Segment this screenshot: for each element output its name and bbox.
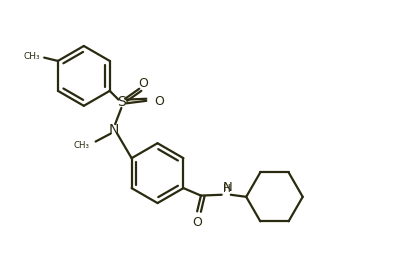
- Text: H: H: [224, 184, 231, 194]
- Text: CH₃: CH₃: [73, 141, 89, 150]
- Text: N: N: [109, 122, 119, 136]
- Text: N: N: [223, 181, 232, 194]
- Text: S: S: [117, 96, 126, 110]
- Text: CH₃: CH₃: [24, 52, 40, 61]
- Text: O: O: [192, 216, 202, 229]
- Text: O: O: [155, 95, 164, 108]
- Text: O: O: [138, 77, 148, 90]
